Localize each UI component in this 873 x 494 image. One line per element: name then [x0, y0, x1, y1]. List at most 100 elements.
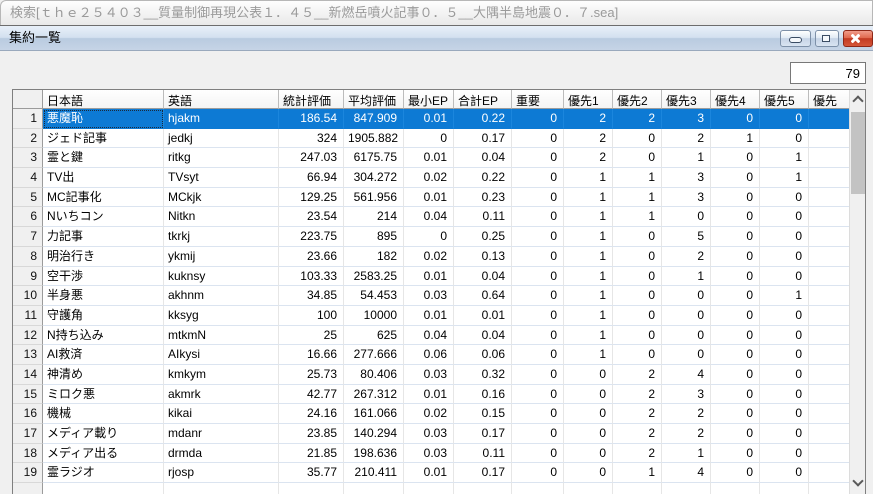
table-cell[interactable]: 0	[760, 345, 809, 365]
table-cell[interactable]: 0	[512, 463, 564, 484]
table-cell[interactable]: 0.06	[454, 345, 512, 365]
table-cell[interactable]	[809, 345, 849, 365]
table-cell[interactable]: 5	[662, 227, 711, 247]
column-header[interactable]: 優先	[809, 90, 849, 109]
table-cell[interactable]: 198.636	[344, 443, 404, 464]
table-cell[interactable]: 0	[711, 305, 760, 326]
table-cell[interactable]: 35.77	[279, 463, 344, 484]
table-cell[interactable]: 1	[564, 246, 613, 267]
table-cell[interactable]: 0	[711, 325, 760, 346]
table-cell[interactable]: 161.066	[344, 404, 404, 424]
table-cell[interactable]: 1	[564, 286, 613, 306]
row-number-cell[interactable]: 3	[13, 148, 43, 169]
table-cell[interactable]: 1	[613, 207, 662, 228]
table-cell[interactable]: 0	[564, 424, 613, 444]
table-cell[interactable]: 1	[760, 148, 809, 169]
table-cell[interactable]: 0.03	[404, 443, 454, 464]
table-cell[interactable]: 2	[613, 404, 662, 424]
table-cell[interactable]	[809, 286, 849, 306]
table-cell[interactable]: 0	[760, 443, 809, 464]
table-cell[interactable]: 0	[512, 384, 564, 405]
table-cell[interactable]: 0	[512, 246, 564, 267]
table-cell[interactable]: 1	[564, 266, 613, 287]
table-cell[interactable]: 0	[512, 325, 564, 346]
row-number-cell[interactable]: 6	[13, 207, 43, 228]
row-number-cell[interactable]: 7	[13, 227, 43, 247]
table-row[interactable]: 18 メディア出る drmda 21.85 198.636 0.03 0.11 0 0 2 1 0 0	[13, 443, 849, 464]
table-cell[interactable]: 0.06	[404, 345, 454, 365]
row-number-cell[interactable]: 15	[13, 384, 43, 405]
table-cell[interactable]: 0	[564, 404, 613, 424]
table-cell[interactable]	[512, 483, 564, 494]
table-cell[interactable]	[613, 483, 662, 494]
record-count-field[interactable]	[790, 62, 866, 84]
table-cell[interactable]: 0	[760, 424, 809, 444]
table-cell[interactable]: 0	[711, 424, 760, 444]
table-cell[interactable]: 0	[711, 384, 760, 405]
table-cell[interactable]: 0	[613, 325, 662, 346]
table-cell[interactable]: 0	[512, 207, 564, 228]
table-cell[interactable]: 0	[512, 286, 564, 306]
table-cell[interactable]: 1	[564, 345, 613, 365]
table-cell[interactable]: 1	[564, 207, 613, 228]
table-cell[interactable]: 0.01	[404, 305, 454, 326]
column-header[interactable]: 合計EP	[454, 90, 512, 109]
table-cell[interactable]	[404, 483, 454, 494]
table-cell[interactable]: 0	[711, 168, 760, 188]
table-cell[interactable]: 103.33	[279, 266, 344, 287]
table-cell[interactable]: 0	[760, 384, 809, 405]
table-cell[interactable]: 0.04	[404, 207, 454, 228]
table-cell[interactable]: 神清め	[43, 364, 164, 385]
column-header[interactable]: 平均評価	[344, 90, 404, 109]
table-cell[interactable]: 霊ラジオ	[43, 463, 164, 484]
table-cell[interactable]: 1	[662, 443, 711, 464]
table-cell[interactable]: TVsyt	[164, 168, 279, 188]
row-number-cell[interactable]: 16	[13, 404, 43, 424]
table-cell[interactable]: 0.04	[454, 266, 512, 287]
table-row[interactable]: 15 ミロク悪 akmrk 42.77 267.312 0.01 0.16 0 0 2 3 0 0	[13, 384, 849, 405]
table-cell[interactable]: 1	[613, 168, 662, 188]
table-cell[interactable]: 24.16	[279, 404, 344, 424]
table-row[interactable]: 11 守護角 kksyg 100 10000 0.01 0.01 0 1 0 0 0 0	[13, 305, 849, 326]
table-cell[interactable]: 0.11	[454, 443, 512, 464]
table-cell[interactable]: 3	[662, 384, 711, 405]
table-cell[interactable]: 2	[613, 384, 662, 405]
table-cell[interactable]: 54.453	[344, 286, 404, 306]
table-cell[interactable]: 0.02	[404, 246, 454, 267]
table-cell[interactable]: 100	[279, 305, 344, 326]
table-cell[interactable]	[809, 227, 849, 247]
table-cell[interactable]: 0	[404, 128, 454, 149]
table-cell[interactable]: 0.32	[454, 364, 512, 385]
table-row[interactable]: 7 力記事 tkrkj 223.75 895 0 0.25 0 1 0 5 0 0	[13, 227, 849, 247]
table-cell[interactable]: 267.312	[344, 384, 404, 405]
row-number-cell[interactable]: 10	[13, 286, 43, 306]
table-cell[interactable]: 0	[760, 187, 809, 208]
table-cell[interactable]: 0	[711, 443, 760, 464]
table-cell[interactable]: 0.22	[454, 109, 512, 129]
table-cell[interactable]: 0	[760, 207, 809, 228]
table-cell[interactable]: 0.01	[454, 305, 512, 326]
table-cell[interactable]: 0.64	[454, 286, 512, 306]
table-cell[interactable]: 1	[564, 227, 613, 247]
table-cell[interactable]: kksyg	[164, 305, 279, 326]
table-row[interactable]: 4 TV出 TVsyt 66.94 304.272 0.02 0.22 0 1 1 3 0 1	[13, 168, 849, 188]
table-cell[interactable]: 0	[564, 384, 613, 405]
table-cell[interactable]: 0.01	[404, 148, 454, 169]
column-header[interactable]: 優先1	[564, 90, 613, 109]
column-header[interactable]: 優先3	[662, 90, 711, 109]
column-header[interactable]: 優先2	[613, 90, 662, 109]
table-cell[interactable]: 0	[760, 227, 809, 247]
table-cell[interactable]: 0.17	[454, 463, 512, 484]
table-cell[interactable]: 0	[512, 364, 564, 385]
table-cell[interactable]: 23.66	[279, 246, 344, 267]
table-cell[interactable]: 247.03	[279, 148, 344, 169]
table-cell[interactable]: 625	[344, 325, 404, 346]
table-cell[interactable]: 0.01	[404, 109, 454, 129]
table-cell[interactable]: 2	[564, 128, 613, 149]
table-cell[interactable]: 0.25	[454, 227, 512, 247]
table-cell[interactable]: 3	[662, 187, 711, 208]
table-cell[interactable]	[662, 483, 711, 494]
table-cell[interactable]: kikai	[164, 404, 279, 424]
table-cell[interactable]: 6175.75	[344, 148, 404, 169]
table-cell[interactable]: kmkym	[164, 364, 279, 385]
